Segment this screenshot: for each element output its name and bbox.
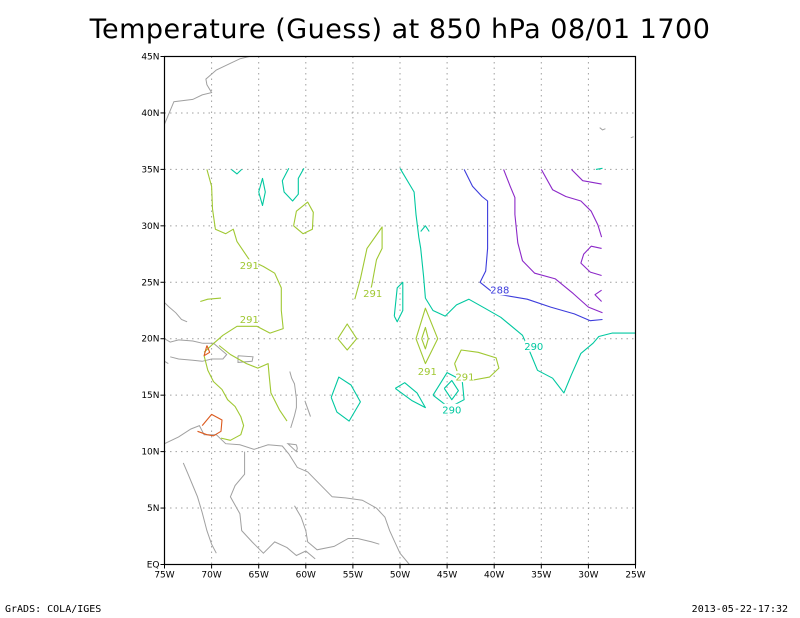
isotherm-line: [231, 168, 243, 175]
contour-label-bg: [455, 371, 474, 383]
contour-label: 291: [240, 315, 259, 326]
isotherm-line: [293, 201, 314, 235]
x-tick-label: 30W: [578, 571, 598, 581]
isotherm-line: [258, 177, 266, 207]
coastline: [164, 302, 188, 323]
coastline: [164, 360, 169, 365]
contour-label-bg: [418, 365, 437, 377]
contour-label-bg: [524, 340, 543, 352]
coastline: [182, 462, 217, 554]
isotherm-line: [443, 379, 459, 401]
isotherm-line: [203, 169, 284, 353]
grid-lines: [164, 56, 636, 565]
y-tick-label: 45N: [141, 53, 159, 63]
contour-label: 290: [524, 342, 543, 353]
isotherm-line: [540, 169, 603, 238]
isotherm-line: [421, 326, 429, 350]
y-tick-label: 40N: [141, 109, 159, 119]
x-tick-label: 55W: [343, 571, 363, 581]
coastline: [630, 136, 634, 139]
y-tick-label: EQ: [147, 561, 160, 571]
x-tick-label: 75W: [154, 571, 174, 581]
contour-label: 291: [418, 367, 437, 378]
contour-label-bg: [442, 403, 461, 415]
coastline: [289, 371, 297, 429]
contour-label-bg: [490, 284, 509, 296]
chart-title: Temperature (Guess) at 850 hPa 08/01 170…: [89, 14, 711, 45]
coastline: [164, 56, 250, 125]
y-tick-label: 10N: [141, 448, 159, 458]
isotherm-line: [399, 168, 636, 394]
isotherm-line: [420, 225, 430, 232]
contour-labels: 291 291 291 291 291 290 290 288: [240, 259, 543, 416]
isotherm-line: [571, 169, 602, 185]
coastline: [164, 424, 410, 565]
x-tick-label: 70W: [201, 571, 221, 581]
coastline: [237, 355, 254, 363]
x-tick-label: 25W: [625, 571, 645, 581]
isotherm-line: [463, 169, 603, 322]
isotherm-line: [393, 281, 404, 323]
contour-label: 291: [455, 373, 474, 384]
y-tick-label: 25N: [141, 278, 159, 288]
coastline: [304, 400, 311, 417]
isotherm-line: [595, 167, 603, 170]
coastline: [229, 451, 316, 560]
isotherm-line: [200, 297, 222, 303]
isotherm-line: [594, 289, 602, 302]
coastline: [164, 338, 203, 344]
isotherm-line: [203, 345, 211, 357]
isotherm-line: [203, 355, 245, 441]
x-tick-label: 35W: [531, 571, 551, 581]
x-tick-label: 65W: [249, 571, 269, 581]
x-tick-label: 45W: [437, 571, 457, 581]
isotherm-line: [218, 345, 288, 422]
coastlines: [164, 56, 634, 565]
temperature-contours: [197, 167, 636, 441]
isotherm-line: [580, 245, 602, 277]
footer-timestamp: 2013-05-22-17:32: [691, 604, 788, 615]
isotherm-line: [197, 413, 223, 437]
contour-label-bg: [240, 259, 259, 271]
coastline: [294, 505, 380, 551]
contour-label-bg: [240, 313, 259, 325]
contour-label: 288: [490, 286, 509, 297]
y-tick-label: 20N: [141, 335, 159, 345]
coastline: [286, 443, 298, 453]
coastline: [170, 342, 228, 362]
footer-credit: GrADS: COLA/IGES: [5, 604, 102, 615]
y-tick-label: 5N: [147, 504, 159, 514]
x-tick-label: 50W: [390, 571, 410, 581]
axis-ticks: 75W 70W 65W 60W 55W 50W 45W 40W 35W 30W 25W EQ 5N 10N…: [141, 53, 645, 581]
x-tick-label: 40W: [484, 571, 504, 581]
x-tick-label: 60W: [296, 571, 316, 581]
isotherm-line: [394, 382, 426, 409]
isotherm-line: [354, 226, 383, 300]
contour-label: 291: [240, 261, 259, 272]
y-tick-label: 35N: [141, 165, 159, 175]
isotherm-line: [281, 168, 305, 202]
isotherm-line: [337, 323, 358, 351]
isotherm-line: [330, 376, 361, 422]
isotherm-line: [503, 169, 603, 314]
y-tick-label: 15N: [141, 391, 159, 401]
contour-label: 291: [363, 289, 382, 300]
contour-label: 290: [442, 405, 461, 416]
y-tick-label: 30N: [141, 222, 159, 232]
isotherm-line: [415, 307, 439, 365]
contour-label-bg: [363, 287, 382, 299]
coastline: [599, 127, 606, 131]
